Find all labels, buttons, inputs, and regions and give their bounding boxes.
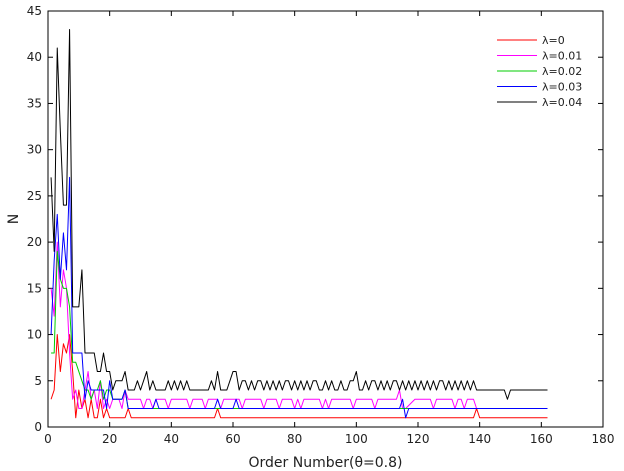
- x-tick-label: 80: [287, 432, 302, 446]
- legend-label-0: λ=0: [542, 34, 565, 47]
- legend: λ=0 λ=0.01 λ=0.02 λ=0.03 λ=0.04: [497, 34, 582, 109]
- x-tick-label: 120: [407, 432, 430, 446]
- x-tick-label: 60: [225, 432, 240, 446]
- x-tick-label: 20: [102, 432, 117, 446]
- y-tick-label: 0: [34, 420, 42, 434]
- y-tick-label: 45: [27, 4, 42, 18]
- y-tick-label: 35: [27, 96, 42, 110]
- plot-area: [47, 10, 604, 428]
- x-tick-label: 100: [345, 432, 368, 446]
- y-tick-label: 20: [27, 235, 42, 249]
- y-tick-label: 30: [27, 143, 42, 157]
- legend-label-3: λ=0.03: [542, 81, 582, 94]
- x-tick-label: 180: [592, 432, 615, 446]
- x-axis-label: Order Number(θ=0.8): [249, 455, 403, 471]
- x-tick-label: 160: [530, 432, 553, 446]
- legend-label-2: λ=0.02: [542, 65, 582, 78]
- y-axis-label: N: [6, 214, 22, 224]
- x-tick-label: 0: [44, 432, 52, 446]
- y-tick-label: 25: [27, 189, 42, 203]
- legend-label-1: λ=0.01: [542, 50, 582, 63]
- series-line-3: [50, 176, 548, 419]
- y-tick-label: 10: [27, 328, 42, 342]
- series-line-4: [50, 28, 548, 400]
- y-tick-label: 5: [34, 374, 42, 388]
- y-tick-label: 40: [27, 50, 42, 64]
- y-tick-label: 15: [27, 281, 42, 295]
- x-tick-label: 40: [164, 432, 179, 446]
- legend-label-4: λ=0.04: [542, 96, 582, 109]
- x-tick-label: 140: [468, 432, 491, 446]
